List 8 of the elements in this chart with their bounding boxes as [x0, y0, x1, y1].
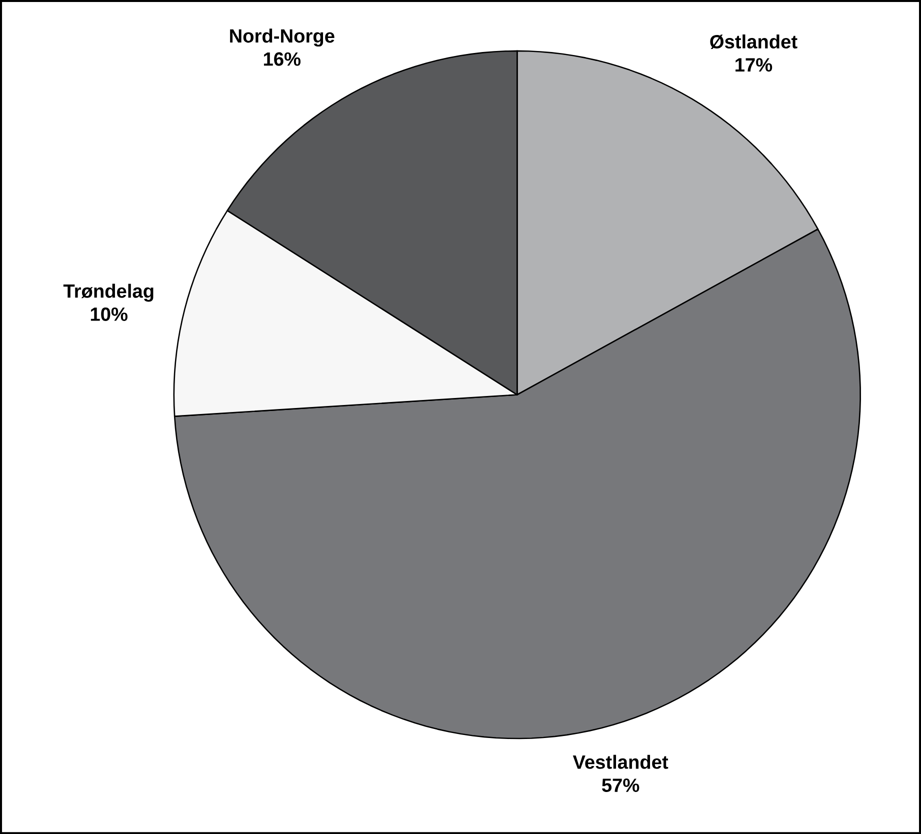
- data-label: 17%: [736, 58, 772, 72]
- slice-label: Nord-Norge: [230, 28, 334, 46]
- data-label: 16%: [264, 52, 301, 66]
- data-label: 10%: [90, 307, 128, 321]
- slice-label: Vestlandet: [572, 754, 668, 769]
- slice-label: Østlandet: [710, 34, 798, 49]
- slice-label: Trøndelag: [63, 284, 154, 302]
- data-label: 57%: [602, 778, 640, 792]
